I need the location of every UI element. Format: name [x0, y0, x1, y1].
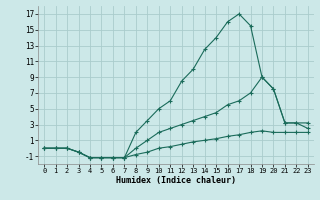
X-axis label: Humidex (Indice chaleur): Humidex (Indice chaleur) — [116, 176, 236, 185]
